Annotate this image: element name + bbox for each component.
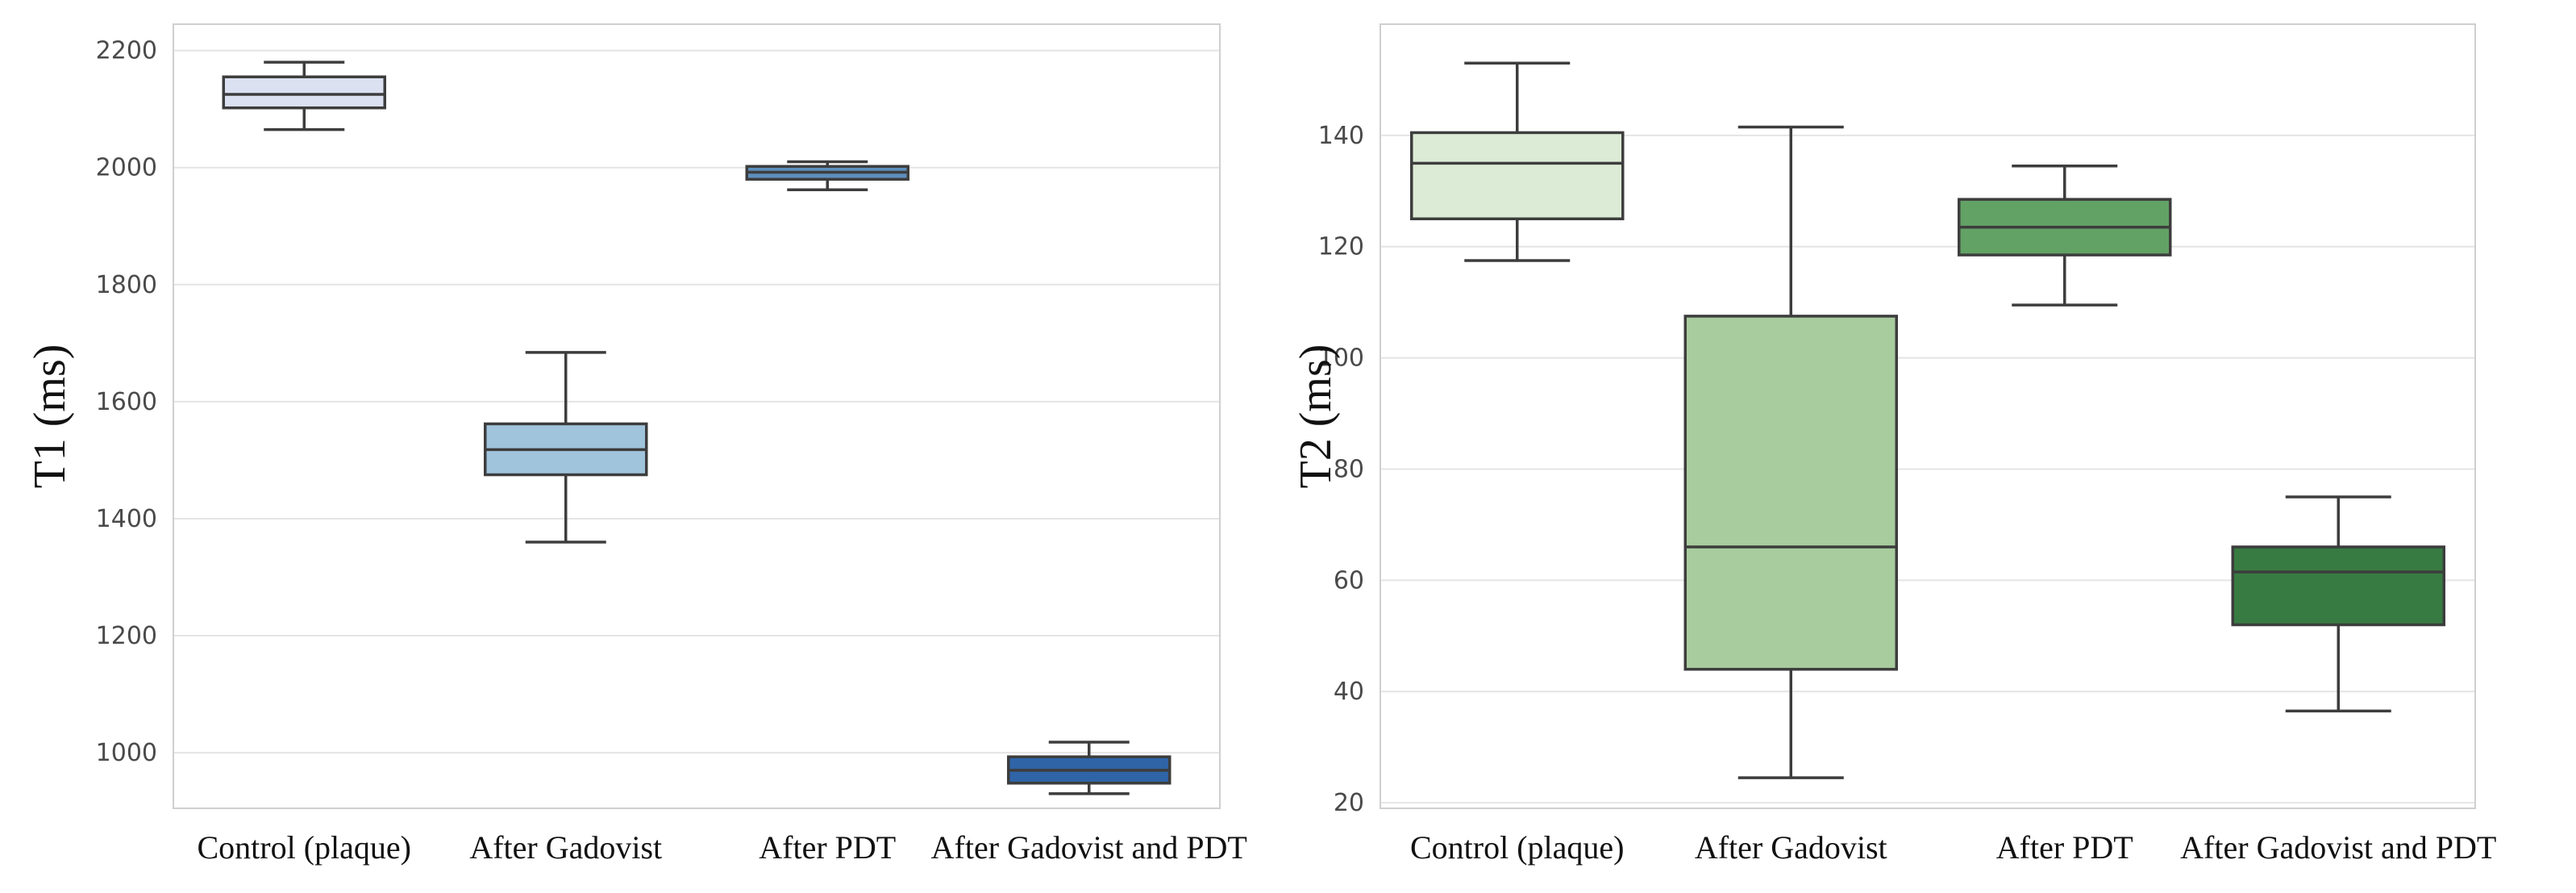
x-category-label: After PDT [1996,829,2133,866]
box-after-pdt [1958,165,2172,307]
y-tick-label: 1000 [96,739,157,767]
y-tick-label: 120 [1318,233,1364,261]
y-tick-label: 20 [1334,789,1364,817]
x-category-label: After Gadovist [1695,829,1887,866]
y-tick-label: 100 [1318,344,1364,373]
box-control-plaque [222,61,386,131]
y-tick-label: 40 [1334,678,1364,706]
y-tick-label: 80 [1334,455,1364,483]
t2-boxplot-panel: 20 40 60 80 100 120 140 T2 (ms) Control (plaque)… [1291,23,2496,866]
plot-frame [173,23,1221,809]
y-tick-label: 1200 [96,622,157,650]
y-tick-label: 60 [1334,566,1364,595]
box-after-gadovist-and-pdt [1007,741,1171,795]
y-tick-label: 1400 [96,505,157,533]
x-category-label: Control (plaque) [198,829,412,866]
y-axis-label: T2 (ms) [1291,344,1341,489]
y-tick-label: 2000 [96,154,157,182]
box-after-pdt [745,160,909,192]
box-after-gadovist [484,351,648,544]
x-category-label: After Gadovist [469,829,662,866]
iqr-box [1683,315,1898,671]
plot-frame [1380,23,2476,809]
box-after-gadovist [1683,125,1898,779]
iqr-box [1410,131,1625,221]
y-tick-label: 2200 [96,37,157,65]
y-tick-label: 1600 [96,388,157,416]
iqr-box [222,75,386,110]
t1-boxplot-panel: 1000 1200 1400 1600 1800 2000 2200 T1 (ms) Contr… [25,23,1247,866]
box-control-plaque [1410,61,1625,262]
x-category-label: After PDT [759,829,896,866]
y-tick-label: 140 [1318,122,1364,150]
x-category-label: Control (plaque) [1410,829,1625,866]
box-after-gadovist-and-pdt [2231,495,2445,713]
y-tick-label: 1800 [96,271,157,299]
x-category-label: After Gadovist and PDT [931,829,1247,866]
iqr-box [2231,545,2445,627]
y-axis-label: T1 (ms) [25,344,75,489]
x-category-label: After Gadovist and PDT [2180,829,2496,866]
